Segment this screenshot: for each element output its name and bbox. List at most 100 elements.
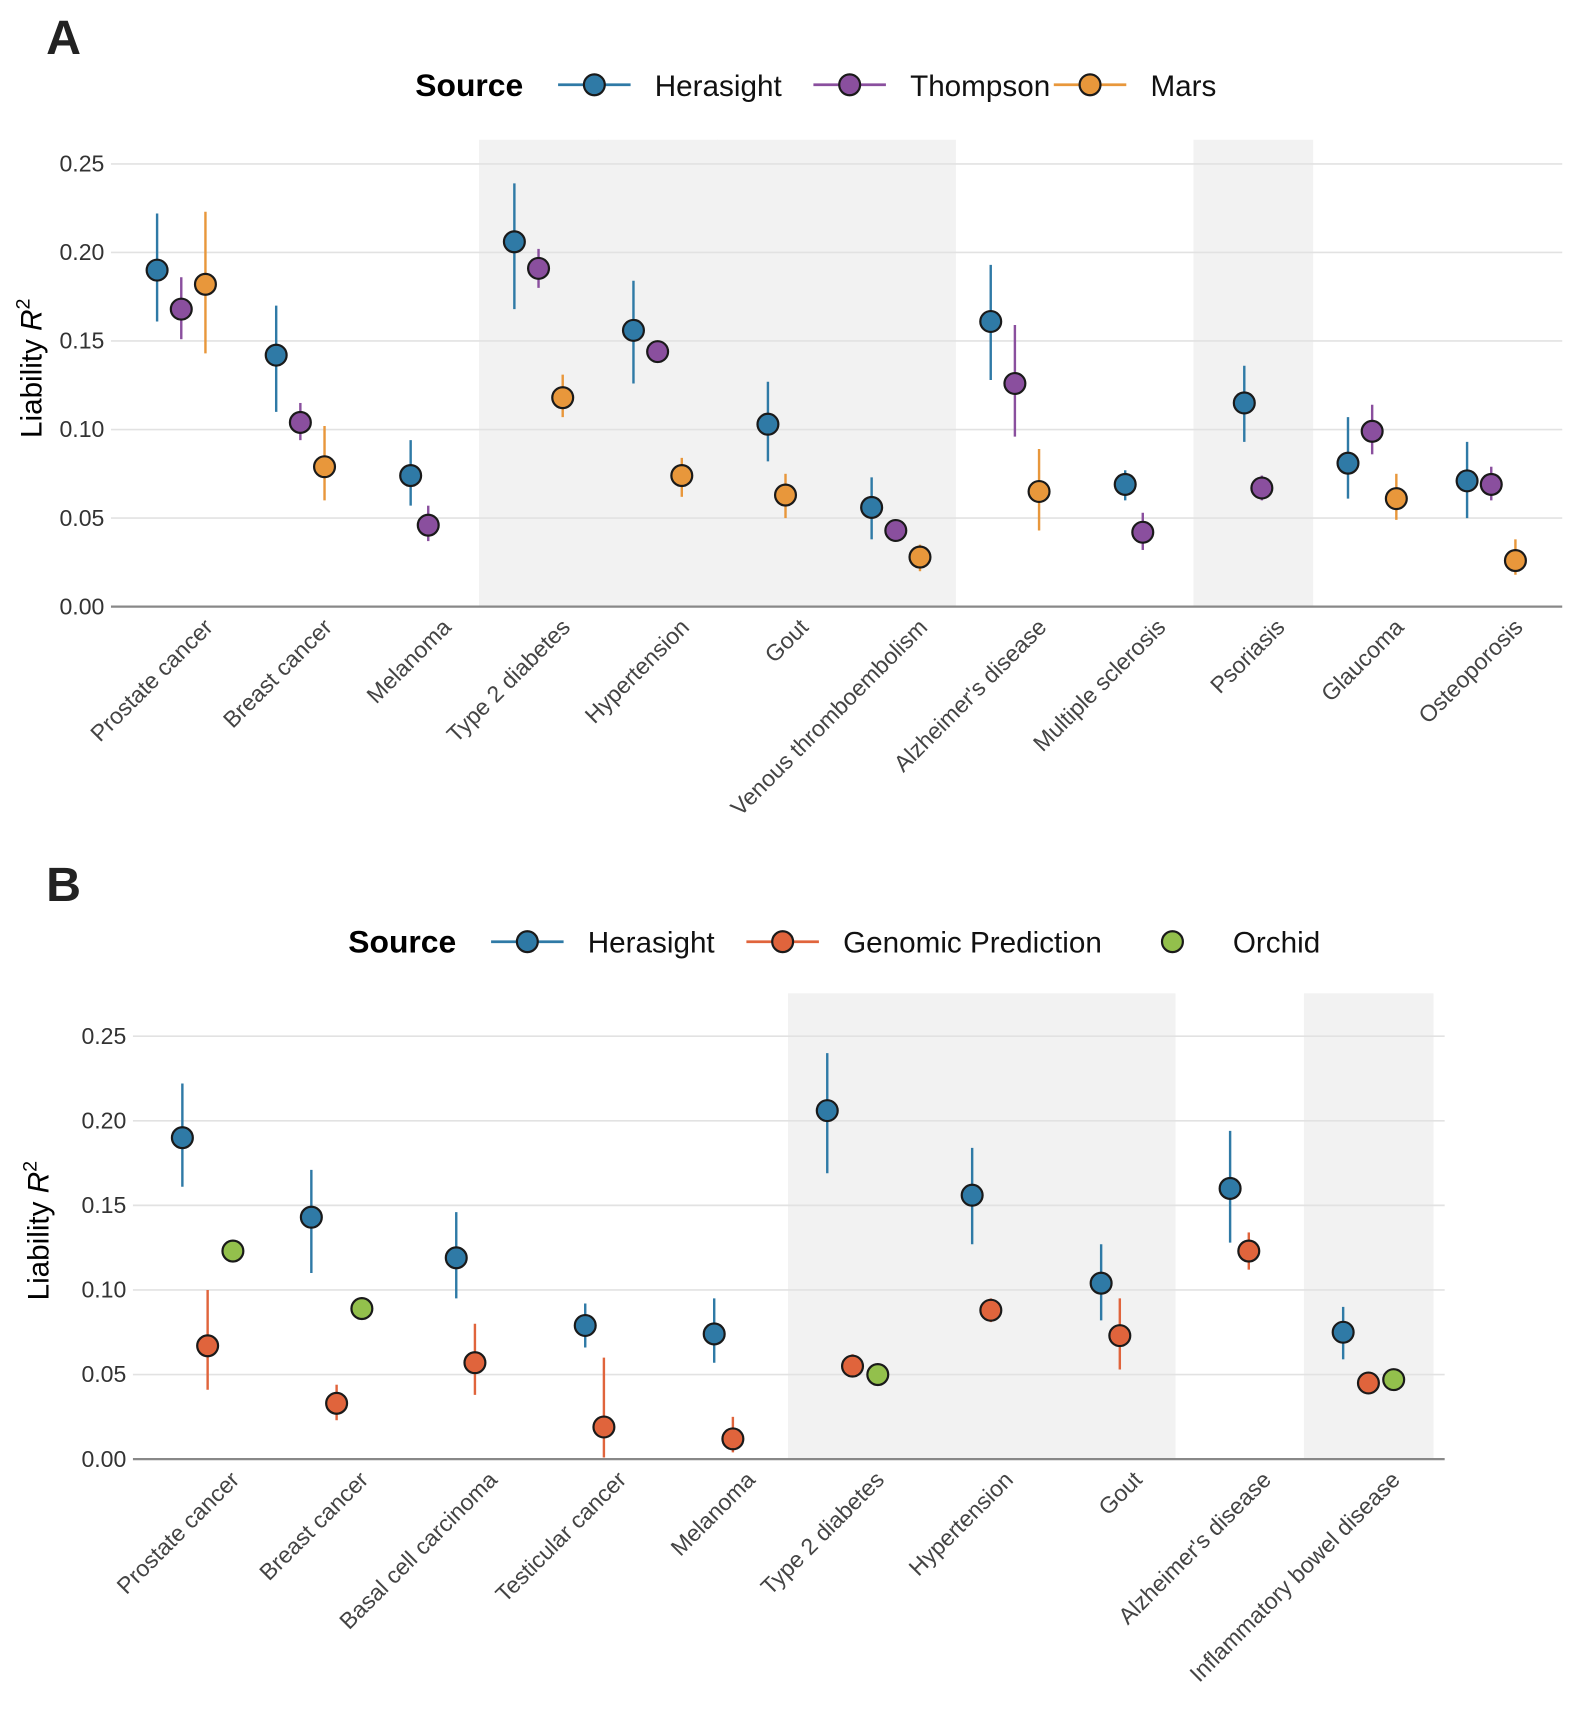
legend-marker <box>1160 930 1184 954</box>
y-tick-label: 0.00 <box>59 593 104 619</box>
data-point <box>840 1354 865 1378</box>
data-point <box>979 309 1003 334</box>
data-point <box>463 1351 487 1375</box>
data-point <box>170 1126 194 1150</box>
shaded-band <box>788 993 918 1460</box>
y-axis-label: Liability R2 <box>13 298 49 438</box>
data-point <box>884 518 908 543</box>
data-point <box>221 1239 245 1263</box>
data-point <box>350 1297 374 1321</box>
data-point <box>1250 476 1274 500</box>
data-point <box>1382 1368 1406 1392</box>
x-tick-label: Breast cancer <box>218 614 337 733</box>
legend-marker <box>771 930 795 954</box>
data-point <box>264 343 288 367</box>
y-tick-label: 0.05 <box>81 1361 126 1387</box>
shaded-band <box>1045 993 1176 1460</box>
legend-item: Mars <box>1053 70 1216 103</box>
data-point <box>527 256 551 280</box>
y-tick-label: 0.10 <box>81 1277 126 1303</box>
data-point <box>551 386 575 410</box>
x-tick-label: Melanoma <box>666 1466 761 1561</box>
data-point <box>1108 1324 1132 1348</box>
data-point <box>721 1427 745 1451</box>
y-axis-label-sup: 2 <box>19 1161 41 1172</box>
x-tick-label: Gout <box>759 613 813 667</box>
x-tick-label: Type 2 diabetes <box>442 614 576 748</box>
x-tick-label: Venous thromboembolism <box>725 614 932 821</box>
legend-item: Genomic Prediction <box>746 927 1102 960</box>
x-tick-label: Melanoma <box>361 614 456 709</box>
panel-label-a: A <box>46 11 81 65</box>
legend-item: Orchid <box>1160 927 1320 960</box>
data-point <box>145 258 169 282</box>
shaded-band <box>478 139 599 607</box>
y-tick-label: 0.20 <box>81 1107 126 1133</box>
data-point <box>979 1298 1003 1322</box>
y-tick-label: 0.15 <box>81 1192 126 1218</box>
y-axis-label-italic: R <box>16 309 49 330</box>
panel-a: 0.00 0.05 0.10 0.15 0.20 0.25 Liability R2 Pros… <box>13 67 1563 821</box>
panel-label-b: B <box>46 858 81 912</box>
x-tick-label: Multiple sclerosis <box>1028 614 1171 757</box>
x-tick-label: Hypertension <box>904 1466 1018 1580</box>
shaded-band <box>598 139 718 607</box>
data-point <box>288 410 312 434</box>
data-point <box>621 318 645 342</box>
x-tick-label: Breast cancer <box>254 1466 373 1585</box>
y-tick-label: 0.05 <box>59 505 104 531</box>
y-tick-label: 0.25 <box>59 151 104 177</box>
legend-item: Thompson <box>813 70 1050 103</box>
y-axis-label-sup: 2 <box>13 298 35 309</box>
legend-label: Herasight <box>588 927 716 960</box>
data-point <box>444 1246 468 1270</box>
shaded-band <box>717 139 837 607</box>
data-point <box>1089 1271 1113 1295</box>
data-point <box>1027 479 1051 504</box>
data-point <box>1356 1371 1380 1395</box>
legend-item: Herasight <box>558 70 782 103</box>
shaded-band <box>1193 139 1314 607</box>
legend-marker <box>582 73 606 97</box>
legend-marker <box>838 73 862 97</box>
x-tick-label: Prostate cancer <box>112 1466 245 1599</box>
data-point <box>1479 472 1503 496</box>
x-tick-label: Gout <box>1093 1466 1147 1520</box>
data-point <box>1503 549 1527 573</box>
x-tick-label: Testicular cancer <box>490 1466 631 1607</box>
data-point <box>1384 487 1408 511</box>
data-point <box>1131 520 1155 544</box>
data-point <box>1455 469 1479 493</box>
data-point <box>312 455 337 479</box>
data-point <box>702 1322 726 1346</box>
data-point <box>299 1205 323 1229</box>
data-point <box>646 340 670 364</box>
data-point <box>1237 1239 1261 1263</box>
data-point <box>1336 451 1360 475</box>
data-point <box>1360 419 1384 443</box>
data-point <box>860 495 884 519</box>
legend-item: Herasight <box>491 927 715 960</box>
data-point <box>908 545 932 569</box>
data-point <box>416 513 440 537</box>
data-point <box>1218 1176 1242 1200</box>
data-point <box>325 1391 349 1415</box>
data-point <box>1003 371 1027 396</box>
data-point <box>815 1099 839 1123</box>
data-point <box>502 230 526 254</box>
legend-label: Genomic Prediction <box>843 927 1102 960</box>
data-point <box>193 272 217 296</box>
shaded-band <box>917 993 1047 1460</box>
data-point <box>573 1313 597 1338</box>
x-tick-label: Inflammatory bowel disease <box>1184 1466 1405 1687</box>
data-point <box>169 297 193 321</box>
data-point <box>399 464 423 488</box>
y-tick-label: 0.10 <box>59 416 104 442</box>
data-point <box>592 1415 616 1439</box>
x-tick-label: Type 2 diabetes <box>755 1466 889 1600</box>
y-tick-label: 0.25 <box>81 1023 126 1049</box>
data-point <box>773 483 798 507</box>
data-point <box>866 1363 890 1387</box>
y-axis-label-text: Liability <box>16 331 49 438</box>
